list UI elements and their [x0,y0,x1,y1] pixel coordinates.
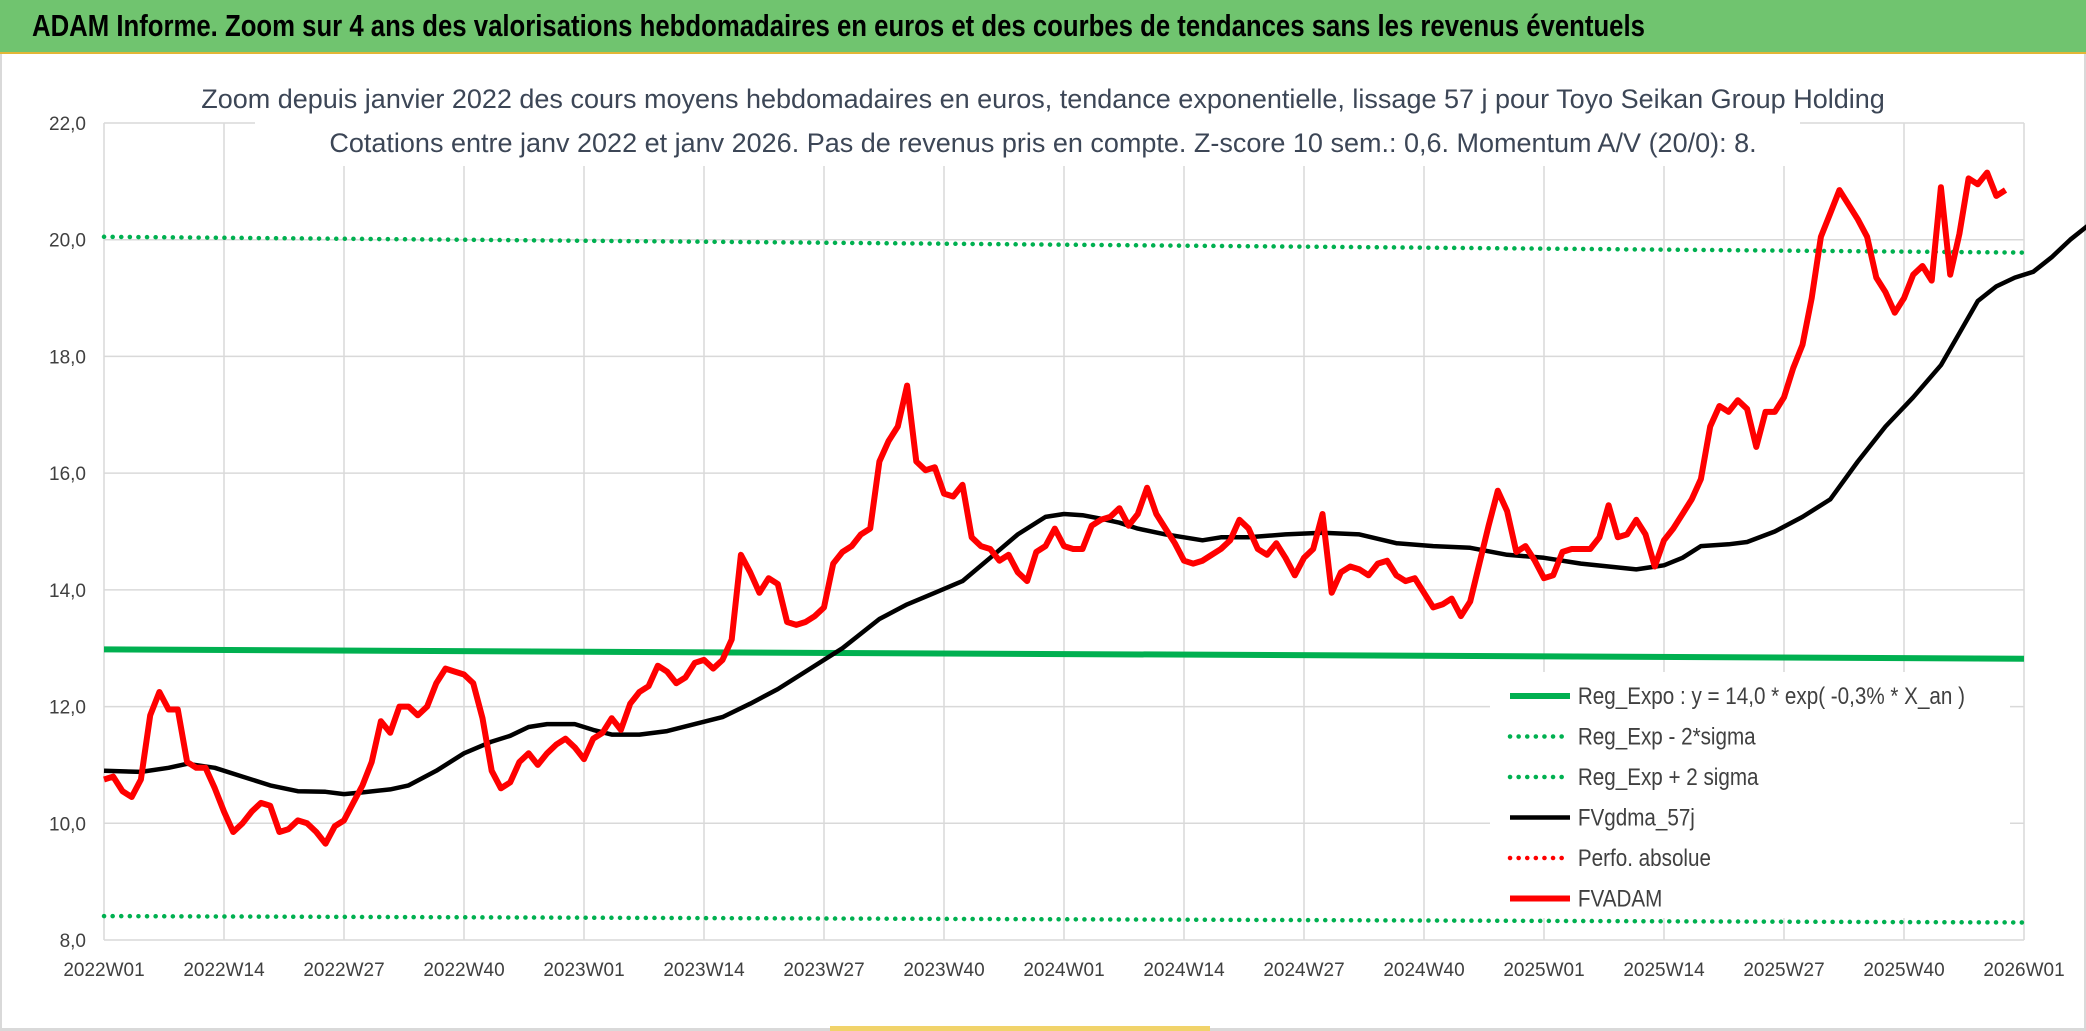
chart-titles: Zoom depuis janvier 2022 des cours moyen… [201,80,1885,166]
report-title: ADAM Informe. Zoom sur 4 ans des valoris… [32,8,1645,43]
y-tick-label: 14,0 [49,581,86,602]
y-tick-label: 12,0 [49,698,86,719]
x-tick-label: 2024W01 [1023,960,1104,981]
series-line-reg-exp-2-sigma [101,913,2027,925]
y-tick-label: 8,0 [60,931,86,952]
x-tick-label: 2025W01 [1503,960,1584,981]
y-tick-label: 22,0 [49,114,86,135]
series-line-reg-exp-2-sigma [101,234,2027,255]
x-tick-label: 2025W27 [1743,960,1824,981]
y-tick-label: 20,0 [49,231,86,252]
x-tick-label: 2024W40 [1383,960,1464,981]
x-tick-label: 2023W27 [783,960,864,981]
chart-subtitle: Cotations entre janv 2022 et janv 2026. … [329,128,1756,158]
chart-title-background [255,80,1800,166]
series-line-fvgdma-57j [103,224,2086,797]
legend-label: FVADAM [1578,885,1662,912]
x-tick-label: 2023W14 [663,960,745,981]
y-tick-label: 18,0 [49,347,86,368]
chart-title: Zoom depuis janvier 2022 des cours moyen… [201,84,1885,114]
chart-ticks: 8,0 10,0 12,0 14,0 16,0 18,0 20,0 22,0 2022W01 20… [49,114,2065,981]
legend-background [1490,672,2010,918]
bottom-accent-bar [830,1026,1210,1031]
chart-series [101,169,2086,925]
x-tick-label: 2022W27 [303,960,384,981]
chart-legend: Reg_Expo : y = 14,0 * exp( -0,3% * X_an … [1490,672,2010,918]
legend-label: Reg_Exp + 2 sigma [1578,764,1759,791]
x-tick-label: 2022W40 [423,960,504,981]
legend-label: Perfo. absolue [1578,845,1711,872]
x-tick-label: 2022W01 [63,960,144,981]
x-tick-label: 2023W01 [543,960,624,981]
y-tick-label: 16,0 [49,464,86,485]
x-tick-label: 2023W40 [903,960,984,981]
y-tick-label: 10,0 [49,814,86,835]
series-line-fvadam [103,169,2008,847]
report-banner: ADAM Informe. Zoom sur 4 ans des valoris… [0,0,2086,54]
x-tick-label: 2024W14 [1143,960,1225,981]
x-tick-label: 2026W01 [1983,960,2064,981]
legend-label: Reg_Expo : y = 14,0 * exp( -0,3% * X_an … [1578,683,1965,710]
legend-label: Reg_Exp - 2*sigma [1578,723,1756,750]
legend-label: FVgdma_57j [1578,804,1695,831]
x-tick-label: 2025W14 [1623,960,1705,981]
x-tick-label: 2025W40 [1863,960,1944,981]
series-line-reg-expo-y-14-0-exp-0-3-x-an [103,646,2025,662]
x-tick-label: 2022W14 [183,960,265,981]
x-tick-label: 2024W27 [1263,960,1344,981]
